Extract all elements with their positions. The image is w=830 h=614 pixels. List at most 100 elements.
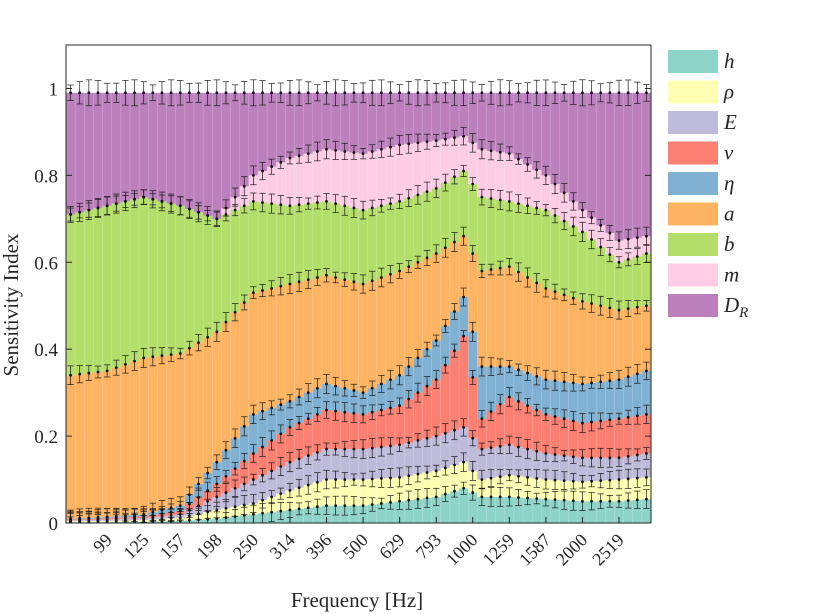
legend-swatch-D_R [668,294,718,317]
errorbar-eta-band-45 [478,356,486,377]
bar-E-band-44 [468,438,478,471]
errorbar-E-band-56 [579,449,586,467]
y-tick-label: 0 [49,514,59,535]
errorbar-rho-band-35 [387,468,394,488]
errorbar-a-band-44 [469,245,476,262]
bar-a-band-32 [358,284,369,393]
errorbar-m-band-36 [396,135,403,155]
errorbar-m-band-45 [478,139,486,160]
bar-m-band-33 [367,151,378,208]
bar-a-band-15 [203,337,213,474]
plot-frame [65,44,652,524]
bar-a-band-29 [331,277,341,387]
errorbar-m-band-0 [67,206,74,223]
errorbar-E-band-58 [597,447,604,468]
bar-D_R-band-59 [605,92,615,233]
bar-b-band-16 [212,218,222,332]
errorbar-D_R-band-47 [496,79,504,107]
errorbar-a-band-43 [460,226,467,246]
legend-item-h: h [668,49,735,73]
errorbar-h-band-55 [570,490,577,511]
bar-rho-band-58 [596,480,606,502]
bar-E-band-38 [413,440,423,475]
errorbar-nu-band-43 [460,330,467,342]
bar-b-band-5 [111,203,122,368]
errorbar-E-band-42 [451,420,458,441]
errorbar-E-band-30 [341,441,348,457]
bar-h-band-62 [632,499,643,523]
bar-a-band-13 [184,348,195,495]
bar-eta-band-51 [532,376,542,411]
errorbar-eta-band-44 [469,321,476,342]
stacked-bars [65,92,652,523]
errorbar-m-band-38 [414,133,422,152]
errorbar-h-band-60 [615,494,623,508]
errorbar-E-band-52 [542,444,550,463]
errorbar-h-band-31 [350,496,358,516]
bar-rho-band-42 [449,465,460,492]
errorbar-b-band-22 [268,193,275,214]
errorbar-E-band-51 [533,441,540,461]
errorbar-rho-band-32 [359,472,367,487]
legend-label-D_R: DR [723,293,748,321]
errorbar-a-band-15 [204,327,211,347]
errorbar-D_R-band-34 [378,79,385,107]
bar-a-band-2 [84,373,94,518]
errorbar-nu-band-55 [570,411,577,431]
errorbar-E-band-32 [359,439,367,459]
errorbar-eta-band-46 [487,357,495,376]
bar-m-band-49 [513,159,524,204]
errorbar-m-band-59 [606,225,614,241]
bar-m-band-40 [431,140,442,189]
errorbar-a-band-51 [533,273,540,293]
bar-a-band-43 [459,236,469,298]
errorbar-D_R-band-9 [149,84,157,102]
errorbar-eta-band-58 [597,374,604,389]
errorbar-a-band-1 [76,365,83,384]
errorbar-m-band-56 [579,202,586,218]
errorbar-b-band-30 [341,195,348,216]
bar-D_R-band-56 [577,92,588,211]
errorbar-E-band-29 [332,442,339,456]
bar-D_R-band-33 [367,92,378,152]
errorbar-rho-band-55 [570,473,577,490]
bar-m-band-57 [587,217,597,240]
errorbar-a-band-23 [277,277,285,296]
errorbar-nu-band-15 [204,481,211,500]
bar-eta-band-52 [541,379,551,415]
bar-rho-band-51 [532,478,542,499]
errorbar-rho-band-38 [414,465,422,483]
errorbar-E-band-41 [442,423,449,444]
errorbar-eta-band-14 [195,477,202,491]
errorbar-eta-band-26 [305,383,312,402]
bar-b-band-28 [321,201,332,276]
errorbar-rho-band-56 [579,474,586,489]
errorbar-m-band-21 [259,161,266,181]
bar-eta-band-27 [312,388,323,415]
bar-rho-band-35 [385,477,396,503]
errorbar-h-band-29 [332,495,339,516]
bar-a-band-20 [248,292,259,415]
legend-swatch-b [668,233,718,256]
bar-D_R-band-37 [404,92,414,144]
bar-nu-band-55 [568,420,579,457]
errorbar-rho-band-50 [524,469,531,486]
errorbar-h-band-63 [643,489,650,509]
errorbar-eta-band-34 [378,375,385,393]
bar-m-band-59 [605,232,615,255]
bar-E-band-36 [395,444,405,478]
bar-nu-band-61 [623,417,634,457]
bar-m-band-55 [568,201,579,227]
bar-nu-band-41 [440,365,451,434]
errorbar-nu-band-35 [387,401,394,415]
bar-D_R-band-31 [349,92,359,153]
bar-b-band-2 [84,210,94,374]
errorbar-nu-band-56 [579,413,586,433]
bar-b-band-29 [331,203,341,278]
errorbar-b-band-37 [405,189,412,207]
bar-D_R-band-28 [321,92,332,150]
bar-b-band-20 [248,201,259,293]
errorbar-eta-band-22 [268,400,275,416]
errorbar-m-band-16 [213,211,221,226]
bar-D_R-band-8 [139,92,149,198]
